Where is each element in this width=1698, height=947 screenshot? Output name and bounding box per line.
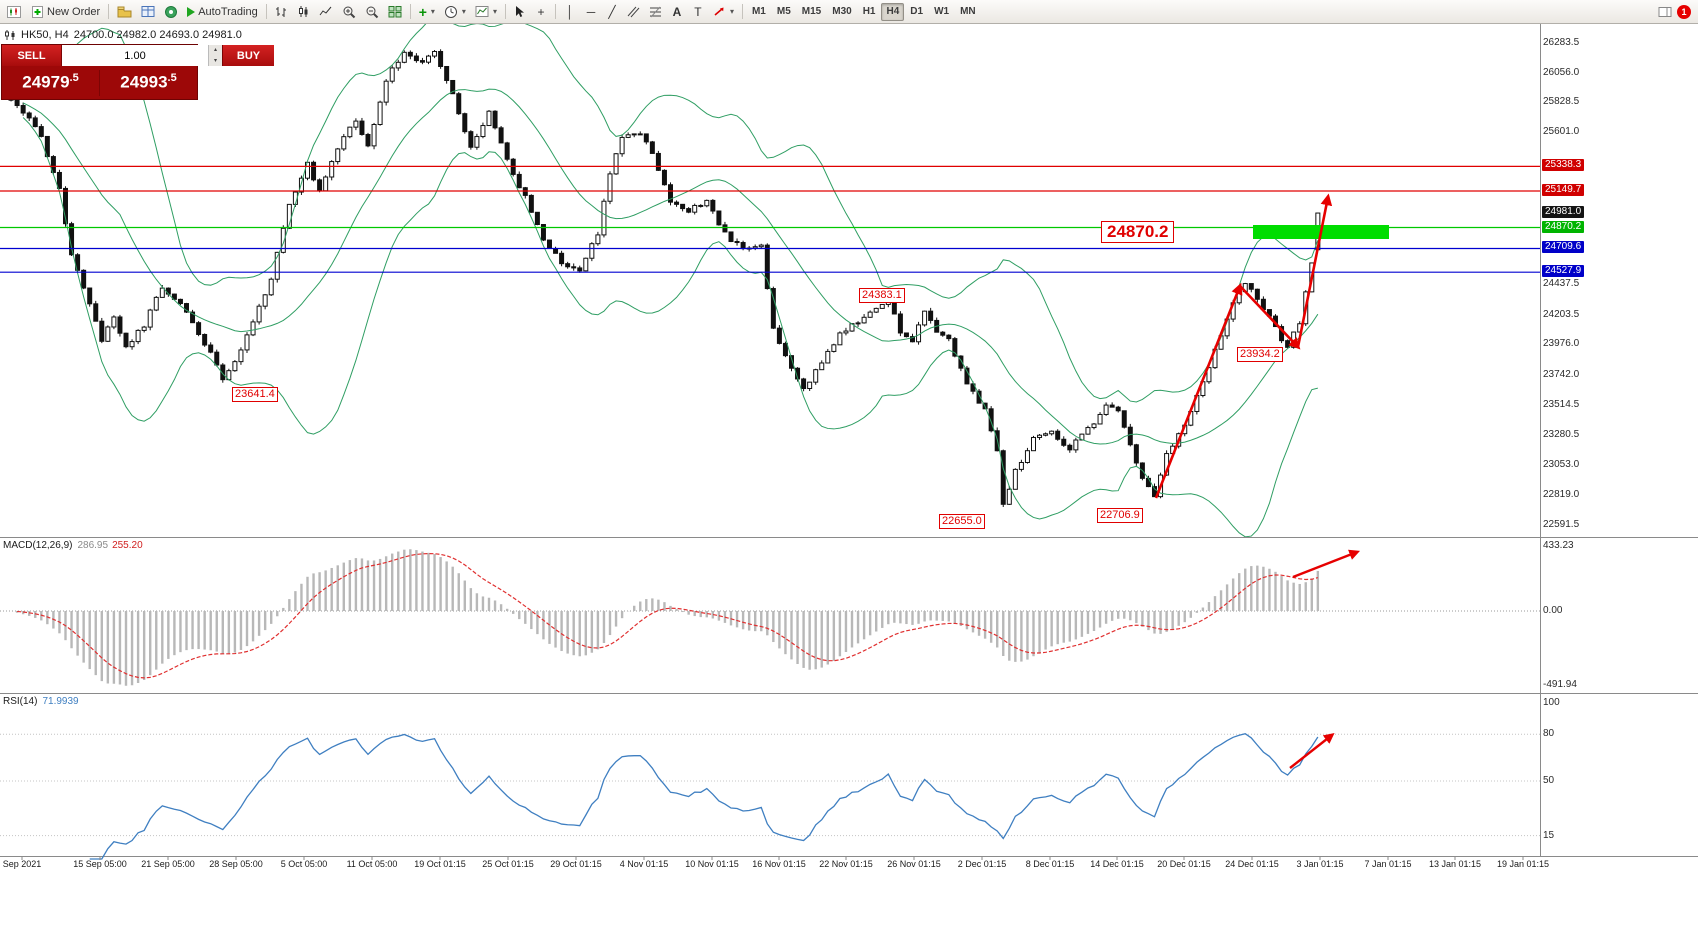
vertical-line-glyph: │ <box>566 4 574 19</box>
new-order-icon <box>32 5 43 18</box>
timeframe-m5-button[interactable]: M5 <box>772 3 796 21</box>
volume-spinner: ▴ ▾ <box>208 45 222 66</box>
ohlc-values: 24700.0 24982.0 24693.0 24981.0 <box>73 29 242 41</box>
toolbar-separator <box>108 4 110 19</box>
horizontal-line-glyph: ─ <box>586 4 596 19</box>
metaquotes-icon[interactable] <box>160 2 182 22</box>
chart-symbol-icon <box>5 30 15 40</box>
buy-price-int: 24993 <box>120 72 168 92</box>
timeframe-m1-button[interactable]: M1 <box>747 3 771 21</box>
timeframe-button-group: M1 M5 M15 M30 H1 H4 D1 W1 MN <box>747 2 981 21</box>
timeframe-h1-button[interactable]: H1 <box>858 3 881 21</box>
new-order-label: New Order <box>47 5 101 18</box>
text-tool-icon[interactable]: A <box>667 2 687 22</box>
tile-windows-icon[interactable] <box>384 2 406 22</box>
buy-button[interactable]: BUY <box>222 45 274 66</box>
new-order-button[interactable]: New Order <box>27 2 104 22</box>
one-click-trading-panel: SELL ▴ ▾ BUY 24979.5 24993.5 <box>1 44 274 100</box>
new-chart-icon[interactable] <box>3 2 26 22</box>
expert-advisors-icon[interactable] <box>113 2 136 22</box>
bar-chart-type-icon[interactable] <box>271 2 292 22</box>
buy-price-dec: .5 <box>167 72 177 85</box>
autotrading-play-icon <box>187 6 196 17</box>
timeframe-m30-button[interactable]: M30 <box>827 3 856 21</box>
fibonacci-tool-icon[interactable] <box>645 2 666 22</box>
crosshair-glyph: + <box>537 4 545 19</box>
toolbar: New Order AutoTrading + ▾ ▾ ▾ <box>0 0 1698 24</box>
timeframe-mn-button[interactable]: MN <box>955 3 981 21</box>
volume-input[interactable] <box>62 45 208 66</box>
rsi-header: RSI(14) 71.9939 <box>3 696 79 707</box>
toolbar-separator <box>265 4 267 19</box>
buy-price: 24993.5 <box>100 72 197 92</box>
macd-value-main: 286.95 <box>77 540 109 551</box>
macd-label: MACD(12,26,9) <box>3 540 73 551</box>
text-label-tool-icon[interactable]: T <box>688 2 708 22</box>
macd-value-signal: 255.20 <box>112 540 143 551</box>
macd-header: MACD(12,26,9) 286.95 255.20 <box>3 540 143 551</box>
timeframe-w1-button[interactable]: W1 <box>929 3 954 21</box>
toolbar-separator <box>741 4 743 19</box>
chevron-down-icon: ▾ <box>461 7 466 16</box>
toolbar-separator <box>554 4 556 19</box>
timeframe-m15-button[interactable]: M15 <box>797 3 826 21</box>
arrow-tools-icon[interactable]: ▾ <box>709 2 738 22</box>
text-tool-glyph: A <box>672 4 682 19</box>
rsi-value: 71.9939 <box>42 696 79 707</box>
candlestick-chart-type-icon[interactable] <box>293 2 314 22</box>
line-chart-type-icon[interactable] <box>315 2 337 22</box>
chevron-down-icon: ▾ <box>430 7 435 16</box>
indicators-icon[interactable]: + ▾ <box>415 2 439 22</box>
templates-icon[interactable]: ▾ <box>471 2 501 22</box>
trendline-glyph: ╱ <box>608 4 616 19</box>
timeframe-d1-button[interactable]: D1 <box>905 3 928 21</box>
periods-icon[interactable]: ▾ <box>440 2 470 22</box>
symbol-period-label: HK50, H4 <box>21 29 69 41</box>
toolbar-separator <box>409 4 411 19</box>
notification-badge[interactable]: 1 <box>1677 4 1691 19</box>
zoom-in-icon[interactable] <box>338 2 360 22</box>
volume-down-icon[interactable]: ▾ <box>213 57 217 64</box>
timeframe-h4-button[interactable]: H4 <box>881 2 905 21</box>
market-watch-icon[interactable] <box>137 2 159 22</box>
autotrading-label: AutoTrading <box>198 5 258 18</box>
vertical-line-tool-icon[interactable]: │ <box>560 2 580 22</box>
rsi-label: RSI(14) <box>3 696 38 707</box>
volume-up-icon[interactable]: ▴ <box>213 47 217 54</box>
horizontal-line-tool-icon[interactable]: ─ <box>581 2 601 22</box>
channel-tool-icon[interactable] <box>623 2 644 22</box>
sell-button[interactable]: SELL <box>2 45 62 66</box>
sell-price-dec: .5 <box>69 72 79 85</box>
chart-shift-icon[interactable] <box>1654 2 1676 22</box>
trendline-tool-icon[interactable]: ╱ <box>602 2 622 22</box>
indicators-plus-glyph: + <box>418 3 427 20</box>
volume-box: ▴ ▾ <box>62 45 222 66</box>
zoom-out-icon[interactable] <box>361 2 383 22</box>
sell-price: 24979.5 <box>2 72 99 92</box>
text-label-glyph: T <box>694 4 702 19</box>
chart-ohlc-header: HK50, H4 24700.0 24982.0 24693.0 24981.0 <box>4 29 242 41</box>
autotrading-button[interactable]: AutoTrading <box>183 2 262 22</box>
price-divider <box>99 69 100 96</box>
cursor-icon[interactable] <box>510 2 530 22</box>
chevron-down-icon: ▾ <box>729 7 734 16</box>
sell-price-int: 24979 <box>22 72 70 92</box>
chevron-down-icon: ▾ <box>492 7 497 16</box>
crosshair-icon[interactable]: + <box>531 2 551 22</box>
toolbar-separator <box>504 4 506 19</box>
